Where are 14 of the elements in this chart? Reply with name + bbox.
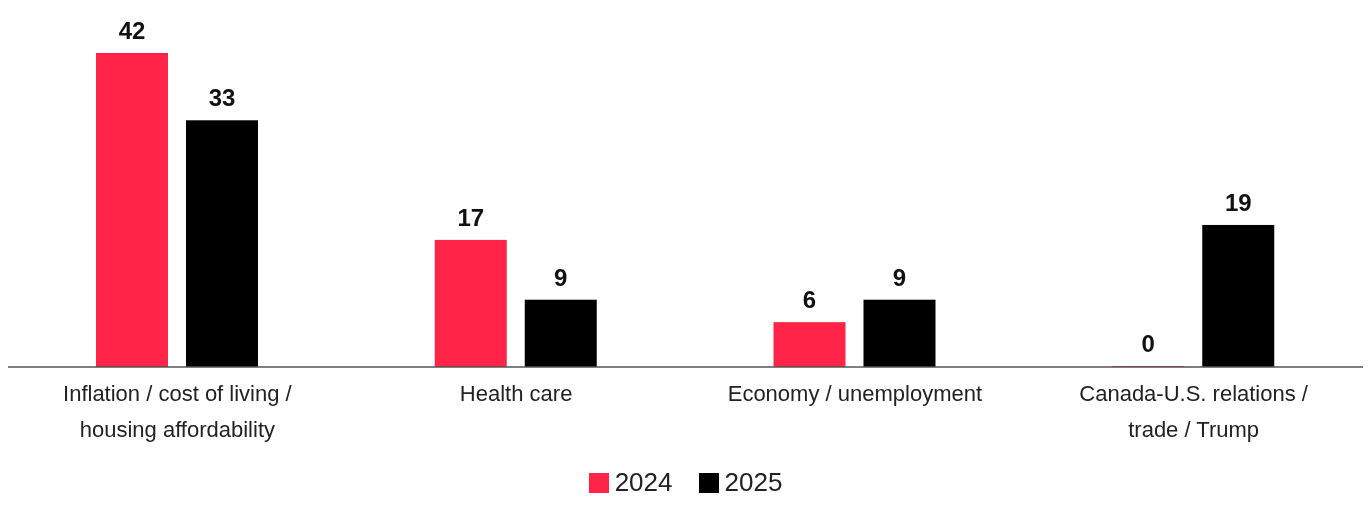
data-label: 19	[1224, 188, 1252, 216]
legend-label: 2024	[614, 467, 673, 498]
x-tick-label: Health care	[459, 381, 573, 406]
data-label: 17	[457, 203, 485, 231]
x-tick-label: Inflation / cost of living / housing affordability	[63, 381, 293, 442]
x-tick-label: Canada-U.S. relations / trade / Trump	[1079, 381, 1309, 442]
data-label: 0	[1141, 330, 1155, 357]
data-label: 9	[554, 263, 568, 291]
data-label: 42	[118, 17, 146, 44]
data-label: 33	[208, 84, 236, 112]
data-label: 6	[802, 286, 817, 314]
legend-label: 2025	[724, 467, 783, 498]
data-label: 9	[892, 263, 907, 291]
x-tick-label: Economy / unemployment	[727, 381, 983, 406]
